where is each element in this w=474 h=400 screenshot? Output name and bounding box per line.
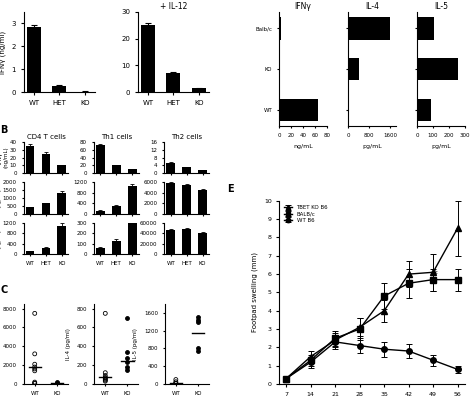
Point	[101, 376, 109, 382]
Bar	[417, 99, 431, 121]
Bar	[279, 99, 318, 121]
Point	[124, 359, 131, 366]
Bar	[52, 86, 66, 92]
Y-axis label: IL-5
(pg/ml): IL-5 (pg/ml)	[0, 228, 1, 248]
Point	[101, 375, 109, 382]
Point	[101, 372, 109, 379]
Y-axis label: Footpad swelling (mm): Footpad swelling (mm)	[252, 252, 258, 332]
Bar	[198, 190, 207, 214]
Text: *: *	[432, 270, 437, 280]
Bar	[182, 167, 191, 173]
Point	[101, 310, 109, 316]
Bar	[417, 17, 435, 40]
Bar	[57, 226, 66, 254]
Bar	[96, 211, 105, 214]
Point	[31, 351, 38, 357]
Bar	[42, 248, 50, 254]
Point	[124, 349, 131, 355]
Y-axis label: IFNγ (ng/ml): IFNγ (ng/ml)	[0, 30, 6, 74]
X-axis label: ng/mL: ng/mL	[293, 144, 313, 149]
Point	[101, 377, 109, 384]
Point	[172, 380, 180, 386]
Bar	[27, 27, 41, 92]
Point	[101, 378, 109, 384]
Y-axis label: IFNγ
(ng/mL): IFNγ (ng/mL)	[0, 147, 9, 168]
Point	[194, 316, 201, 323]
Point	[31, 364, 38, 370]
Point	[124, 367, 131, 373]
Bar	[128, 223, 137, 254]
Title: IFNγ: IFNγ	[295, 2, 311, 11]
Bar	[182, 229, 191, 254]
Title: IL-4: IL-4	[365, 2, 379, 11]
Title: Th2 cells: Th2 cells	[171, 134, 202, 140]
Bar	[166, 73, 180, 92]
Text: B: B	[0, 125, 8, 135]
Title: Th1 cells: Th1 cells	[100, 134, 132, 140]
Bar	[42, 154, 50, 173]
X-axis label: pg/mL: pg/mL	[362, 144, 382, 149]
Title: CD4 T cells: CD4 T cells	[27, 134, 65, 140]
Title: IL-5: IL-5	[434, 2, 448, 11]
Point	[31, 366, 38, 372]
Bar	[128, 186, 137, 214]
Bar	[26, 252, 35, 254]
Point	[172, 376, 180, 383]
Point	[53, 379, 61, 385]
Y-axis label: IL-4
(pg/ml): IL-4 (pg/ml)	[0, 188, 1, 208]
Bar	[42, 204, 50, 214]
Bar	[191, 88, 206, 92]
Bar	[198, 233, 207, 254]
Bar	[112, 165, 121, 173]
Text: C: C	[1, 285, 8, 295]
Point	[31, 361, 38, 368]
Bar	[166, 184, 175, 214]
Bar	[26, 146, 35, 173]
Bar	[166, 230, 175, 254]
Bar	[348, 17, 391, 40]
Point	[31, 380, 38, 386]
Bar	[198, 170, 207, 173]
Point	[194, 314, 201, 320]
Point	[31, 310, 38, 316]
Title: + IL-12: + IL-12	[160, 2, 187, 11]
Bar	[279, 17, 281, 40]
Point	[101, 374, 109, 381]
Bar	[348, 58, 359, 80]
Point	[194, 318, 201, 325]
Bar	[112, 206, 121, 214]
Point	[31, 379, 38, 385]
Point	[31, 368, 38, 374]
Bar	[166, 163, 175, 173]
Bar	[128, 169, 137, 173]
Bar	[141, 25, 155, 92]
Bar	[96, 145, 105, 173]
X-axis label: pg/mL: pg/mL	[431, 144, 451, 149]
Point	[101, 370, 109, 376]
Point	[124, 364, 131, 370]
Legend: TBET KO B6, BALB/c, WT B6: TBET KO B6, BALB/c, WT B6	[282, 204, 330, 224]
Point	[194, 345, 201, 352]
Bar	[96, 248, 105, 254]
Point	[194, 348, 201, 354]
Bar	[57, 165, 66, 173]
Point	[53, 380, 61, 386]
Y-axis label: IL-4 (pg/ml): IL-4 (pg/ml)	[66, 328, 71, 360]
Point	[172, 380, 180, 387]
Bar	[26, 207, 35, 214]
Bar	[112, 240, 121, 254]
Text: E: E	[228, 184, 234, 194]
Point	[31, 380, 38, 387]
Bar	[57, 192, 66, 214]
Bar	[182, 185, 191, 214]
Point	[172, 378, 180, 385]
Bar	[417, 58, 458, 80]
Point	[124, 315, 131, 321]
Point	[124, 354, 131, 361]
Y-axis label: IL-5 (pg/ml): IL-5 (pg/ml)	[133, 328, 138, 360]
